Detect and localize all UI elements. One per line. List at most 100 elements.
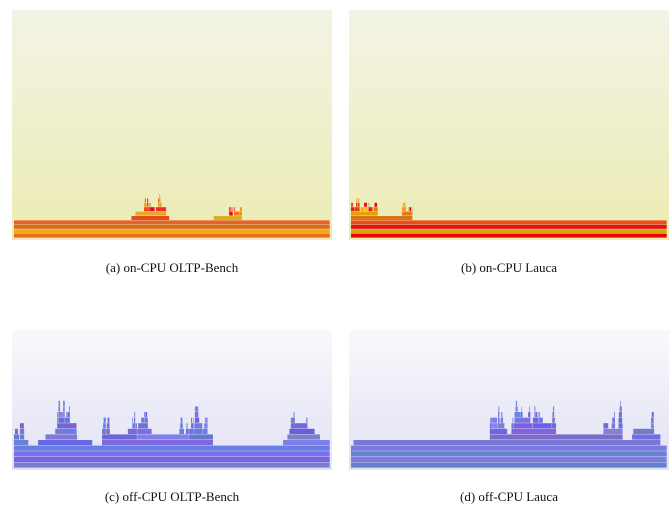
- frame: [64, 417, 70, 423]
- frame: [155, 207, 167, 212]
- frame: [351, 233, 667, 238]
- frame: [408, 207, 410, 212]
- frame: [528, 412, 531, 418]
- frame: [373, 207, 378, 212]
- frame: [189, 428, 194, 434]
- frame: [374, 202, 378, 207]
- frame: [551, 423, 557, 429]
- frame: [532, 423, 552, 429]
- frame: [63, 400, 65, 406]
- caption: (a) on-CPU OLTP-Bench: [106, 260, 239, 275]
- frame: [511, 423, 514, 429]
- frame: [651, 417, 654, 423]
- frame: [520, 412, 523, 418]
- caption: (b) on-CPU Lauca: [461, 260, 557, 275]
- frame: [102, 434, 137, 440]
- frame: [144, 202, 147, 207]
- frame: [553, 412, 555, 418]
- frame: [351, 462, 667, 468]
- frame: [489, 428, 508, 434]
- frame: [138, 423, 148, 429]
- frame: [351, 456, 667, 462]
- frame: [552, 412, 553, 418]
- frame: [287, 434, 320, 440]
- frame: [521, 406, 523, 412]
- frame: [19, 423, 24, 429]
- frame: [14, 462, 330, 468]
- frame: [14, 451, 330, 457]
- frame: [357, 198, 360, 203]
- frame: [58, 400, 60, 406]
- frame: [515, 406, 518, 412]
- frame: [194, 428, 203, 434]
- frame: [144, 412, 146, 418]
- frame: [363, 207, 369, 212]
- frame: [213, 216, 243, 220]
- frame: [290, 423, 308, 429]
- frame: [512, 417, 514, 423]
- frame: [137, 434, 189, 440]
- frame: [14, 224, 330, 229]
- frame: [356, 202, 358, 207]
- frame: [102, 440, 213, 446]
- frame: [357, 202, 360, 207]
- frame: [290, 417, 295, 423]
- frame: [492, 423, 498, 429]
- frame: [14, 229, 330, 234]
- frame: [66, 412, 68, 418]
- frame: [144, 207, 150, 212]
- frame: [632, 434, 661, 440]
- frame: [501, 412, 503, 418]
- frame: [38, 440, 93, 446]
- frame: [137, 428, 152, 434]
- frame: [351, 451, 667, 457]
- frame: [651, 412, 654, 418]
- frame: [191, 417, 192, 423]
- frame: [618, 412, 622, 418]
- frame: [534, 406, 536, 412]
- frame: [14, 445, 330, 451]
- flame-graph: [12, 330, 332, 470]
- frame: [618, 417, 623, 423]
- frame: [159, 198, 161, 203]
- frame: [147, 198, 149, 203]
- frame: [532, 417, 539, 423]
- frame: [351, 211, 378, 216]
- frame: [195, 406, 198, 412]
- frame: [103, 423, 106, 429]
- frame: [498, 406, 500, 412]
- frame: [145, 412, 148, 418]
- frame: [45, 434, 78, 440]
- frame: [229, 211, 233, 216]
- frame: [233, 211, 240, 216]
- frame: [19, 428, 25, 434]
- frame: [353, 440, 661, 446]
- frame: [515, 400, 518, 406]
- frame: [553, 406, 555, 412]
- frame: [103, 417, 106, 423]
- frame: [194, 412, 199, 418]
- frame: [401, 211, 413, 216]
- frame: [189, 434, 213, 440]
- frame: [202, 428, 208, 434]
- frame: [402, 202, 406, 207]
- frame: [194, 423, 203, 429]
- frame: [356, 198, 358, 203]
- flame-graph: [349, 330, 669, 470]
- frame: [185, 428, 189, 434]
- frame: [351, 224, 667, 229]
- frame: [197, 406, 199, 412]
- frame: [58, 417, 65, 423]
- frame: [144, 198, 146, 203]
- frame: [497, 423, 505, 429]
- frame: [141, 417, 144, 423]
- frame: [650, 423, 654, 429]
- frame: [127, 428, 137, 434]
- frame: [63, 412, 65, 418]
- panel-background: [12, 10, 332, 240]
- caption: (c) off-CPU OLTP-Bench: [105, 489, 240, 504]
- frame: [194, 406, 196, 412]
- frame: [351, 445, 667, 451]
- frame: [180, 417, 183, 423]
